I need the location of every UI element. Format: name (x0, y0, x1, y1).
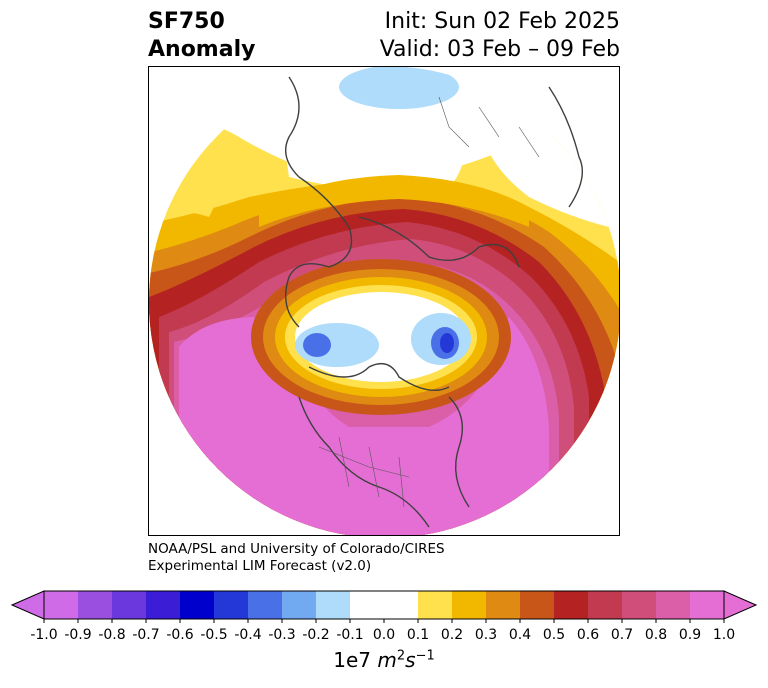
init-date: Init: Sun 02 Feb 2025 (384, 9, 620, 34)
colorbar-cell (282, 591, 317, 619)
colorbar-tick-label: 0.7 (611, 627, 633, 643)
colorbar-cell (78, 591, 113, 619)
map-title: SF750 Anomaly (148, 8, 255, 64)
units-m: m (377, 648, 397, 672)
colorbar-tick-label: -0.5 (200, 627, 227, 643)
colorbar-right-extend (723, 590, 758, 620)
colorbar-cell (248, 591, 283, 619)
colorbar-cell (44, 591, 79, 619)
colorbar-tick-label: 0.5 (543, 627, 565, 643)
colorbar-tick-label: 0.6 (577, 627, 599, 643)
units-exp2: −1 (415, 648, 435, 664)
colorbar-cell (112, 591, 147, 619)
colorbar-cell (350, 591, 385, 619)
colorbar-cell (180, 591, 215, 619)
units-s: s (405, 648, 416, 672)
colorbar-ticks: -1.0 -0.9 -0.8 -0.7 -0.6 -0.5 -0.4 -0.3 -0.2 -0.1… (30, 619, 735, 643)
colorbar-tick-label: -0.1 (336, 627, 363, 643)
colorbar-cell (520, 591, 555, 619)
colorbar-tick-label: -0.4 (234, 627, 261, 643)
anomaly-field (149, 67, 619, 535)
colorbar-tick-label: -0.9 (64, 627, 91, 643)
borders (318, 96, 540, 508)
units-prefix: 1e7 (333, 648, 378, 672)
colorbar-cell (214, 591, 249, 619)
colorbar-tick-label: -0.3 (268, 627, 295, 643)
colorbar-tick-label: 0.9 (679, 627, 701, 643)
polar-map (148, 66, 620, 536)
colorbar-tick-label: 0.4 (509, 627, 531, 643)
variable-label: SF750 (148, 9, 225, 34)
colorbar-tick-label: 0.2 (441, 627, 463, 643)
colorbar-cell (554, 591, 589, 619)
colorbar-tick-label: -0.2 (302, 627, 329, 643)
colorbar-cell (656, 591, 691, 619)
colorbar-cell (418, 591, 453, 619)
colorbar-cell (452, 591, 487, 619)
colorbar-tick-label: -0.6 (166, 627, 193, 643)
map-canvas (149, 67, 619, 535)
colorbar-cell (690, 591, 725, 619)
colorbar: -1.0 -0.9 -0.8 -0.7 -0.6 -0.5 -0.4 -0.3 -0.2 -0.1… (10, 590, 758, 643)
colorbar-tick-label: -0.8 (98, 627, 125, 643)
colorbar-cell (316, 591, 351, 619)
colorbar-tick-label: -0.7 (132, 627, 159, 643)
colorbar-tick-label: 0.0 (373, 627, 395, 643)
colorbar-cell (588, 591, 623, 619)
colorbar-cell (622, 591, 657, 619)
colorbar-tick-label: -1.0 (30, 627, 57, 643)
units-label: 1e7 m2s−1 (0, 648, 768, 672)
colorbar-cell (146, 591, 181, 619)
credit-model: Experimental LIM Forecast (v2.0) (148, 558, 372, 574)
colorbar-tick-label: 0.1 (407, 627, 429, 643)
colorbar-cells (44, 591, 725, 619)
colorbar-left-extend (10, 590, 45, 620)
colorbar-tick-label: 0.3 (475, 627, 497, 643)
coastlines (285, 76, 583, 528)
colorbar-cell (486, 591, 521, 619)
credit-org: NOAA/PSL and University of Colorado/CIRE… (148, 541, 445, 557)
colorbar-cell (384, 591, 419, 619)
units-exp1: 2 (396, 648, 406, 664)
credit: NOAA/PSL and University of Colorado/CIRE… (148, 541, 445, 575)
anomaly-label: Anomaly (148, 37, 256, 62)
date-info: Init: Sun 02 Feb 2025 Valid: 03 Feb – 09… (380, 8, 620, 64)
valid-range: Valid: 03 Feb – 09 Feb (379, 37, 620, 62)
colorbar-tick-label: 1.0 (713, 627, 735, 643)
colorbar-tick-label: 0.8 (645, 627, 667, 643)
